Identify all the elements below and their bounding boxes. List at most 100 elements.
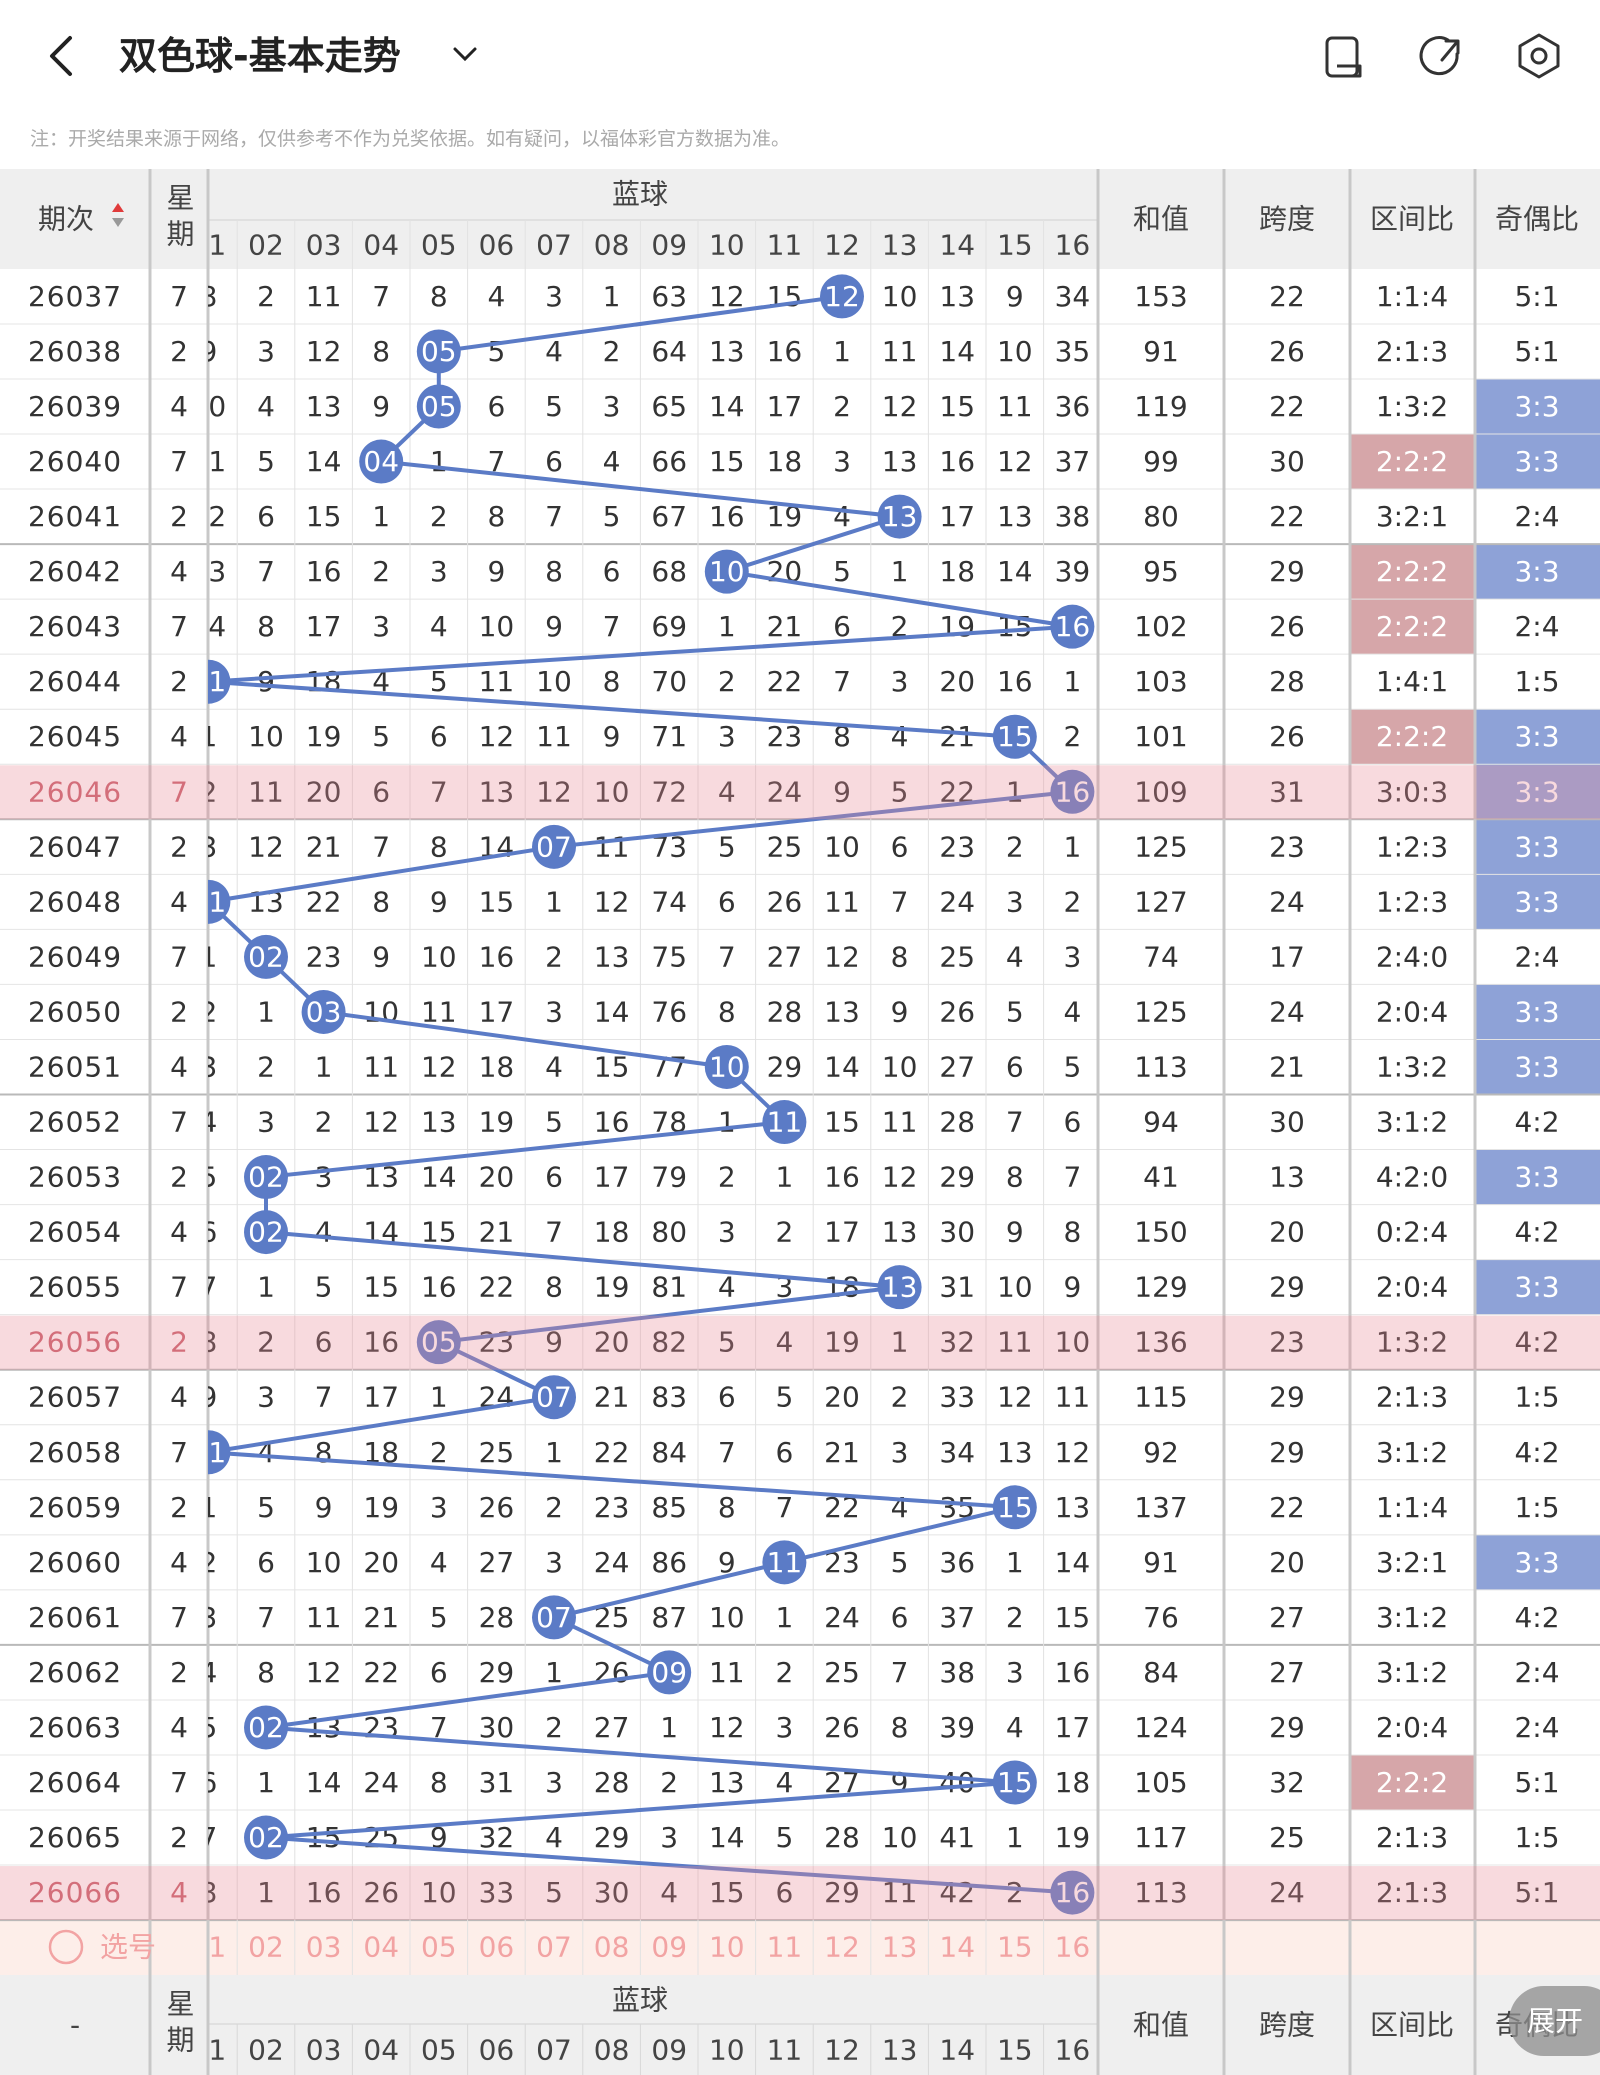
miss-count: 20 — [479, 1161, 515, 1194]
blue-column-label: 03 — [306, 2034, 342, 2067]
blue-ball — [877, 1265, 922, 1310]
period: 26045 — [28, 720, 122, 753]
weekday: 4 — [170, 1216, 188, 1249]
blue-ball-number: 04 — [363, 445, 399, 478]
miss-count: 3 — [430, 1491, 448, 1524]
expand-button[interactable] — [1509, 1986, 1600, 2056]
miss-count: 2 — [257, 280, 275, 313]
miss-count: 9 — [1006, 1216, 1024, 1249]
miss-count: 86 — [651, 1546, 687, 1579]
share-icon-arrow — [1440, 39, 1460, 62]
odd-even-ratio: 2:4 — [1514, 1656, 1559, 1689]
sum: 127 — [1134, 885, 1187, 918]
miss-count: 6 — [372, 775, 390, 808]
miss-count: 5 — [257, 1491, 275, 1524]
miss-count: 10 — [882, 1050, 918, 1083]
zone-ratio: 3:2:1 — [1376, 500, 1448, 533]
blue-column-label: 16 — [1055, 229, 1091, 262]
blue-ball — [244, 1210, 288, 1255]
miss-count: 8 — [430, 1766, 448, 1799]
period: 26058 — [28, 1436, 122, 1469]
odd-even-ratio: 1:5 — [1514, 1821, 1559, 1854]
miss-count: 82 — [651, 1326, 687, 1359]
odd-even-highlight — [1475, 709, 1600, 765]
blue-column-label: 14 — [939, 2034, 975, 2067]
select-number: 10 — [709, 1931, 745, 1964]
zone-ratio: 3:0:3 — [1376, 775, 1448, 808]
miss-count: 13 — [824, 995, 860, 1028]
miss-count: 1 — [199, 1491, 217, 1524]
zone-ratio: 1:3:2 — [1376, 390, 1448, 423]
miss-count: 11 — [997, 390, 1033, 423]
miss-count: 11 — [479, 665, 515, 698]
select-number: 13 — [882, 1931, 918, 1964]
zone-ratio: 1:3:2 — [1376, 1326, 1448, 1359]
weekday: 2 — [170, 500, 188, 533]
span: 22 — [1269, 1491, 1305, 1524]
span: 24 — [1269, 1876, 1305, 1909]
miss-count: 1 — [1063, 665, 1081, 698]
zone-ratio: 2:2:2 — [1376, 720, 1448, 753]
miss-count: 25 — [479, 1436, 515, 1469]
miss-count: 2 — [199, 1546, 217, 1579]
odd-even-ratio: 3:3 — [1514, 1271, 1559, 1304]
odd-even-highlight — [1475, 378, 1600, 435]
miss-count: 13 — [939, 280, 975, 313]
miss-count: 13 — [594, 940, 630, 973]
miss-count: 21 — [594, 1381, 630, 1414]
miss-count: 8 — [199, 1326, 217, 1359]
page-title: 双色球-基本走势 — [119, 34, 401, 78]
blue-ball — [208, 659, 231, 704]
miss-count: 42 — [939, 1876, 975, 1909]
share-icon[interactable] — [1419, 36, 1459, 76]
header-sum: 和值 — [1133, 203, 1189, 236]
blue-ball — [244, 1705, 288, 1750]
sum: 101 — [1134, 720, 1187, 753]
odd-even-ratio: 2:4 — [1514, 610, 1559, 643]
miss-count: 31 — [479, 1766, 515, 1799]
miss-count: 81 — [651, 1271, 687, 1304]
header-span: 跨度 — [1259, 2009, 1315, 2042]
miss-count: 3 — [1063, 940, 1081, 973]
blue-column-label: 10 — [709, 2034, 745, 2067]
miss-count: 15 — [594, 1050, 630, 1083]
miss-count: 1 — [257, 1876, 275, 1909]
miss-count: 8 — [718, 995, 736, 1028]
miss-count: 4 — [1006, 1711, 1024, 1744]
sum: 113 — [1134, 1050, 1187, 1083]
miss-count: 2 — [603, 335, 621, 368]
period: 26057 — [28, 1381, 122, 1414]
zone-ratio: 2:1:3 — [1376, 1821, 1448, 1854]
select-checkbox[interactable] — [48, 1929, 84, 1965]
blue-column-label: 01 — [191, 229, 227, 262]
span: 32 — [1269, 1766, 1305, 1799]
miss-count: 2 — [1006, 1876, 1024, 1909]
sum: 91 — [1143, 335, 1179, 368]
period: 26047 — [28, 830, 122, 863]
weekday: 7 — [170, 940, 188, 973]
zone-ratio: 3:1:2 — [1376, 1656, 1448, 1689]
miss-count: 13 — [191, 555, 227, 588]
sum: 80 — [1143, 500, 1179, 533]
miss-count: 67 — [651, 500, 687, 533]
span: 26 — [1269, 720, 1305, 753]
miss-count: 1 — [1006, 1821, 1024, 1854]
miss-count: 10 — [882, 280, 918, 313]
dropdown-toggle[interactable] — [453, 47, 477, 62]
miss-count: 2 — [718, 665, 736, 698]
back-button[interactable] — [50, 36, 72, 76]
miss-count: 14 — [306, 1766, 342, 1799]
span: 17 — [1269, 940, 1305, 973]
blue-column-label: 06 — [479, 229, 515, 262]
settings-icon[interactable] — [1518, 33, 1560, 79]
miss-count: 15 — [421, 1216, 457, 1249]
blue-ball-number: 07 — [536, 1601, 572, 1634]
blue-column-label: 13 — [882, 2034, 918, 2067]
miss-count: 4 — [199, 1106, 217, 1139]
miss-count: 8 — [315, 1436, 333, 1469]
miss-count: 2 — [833, 390, 851, 423]
span: 21 — [1269, 1050, 1305, 1083]
blue-ball — [704, 1044, 749, 1089]
miss-count: 37 — [939, 1601, 975, 1634]
sum: 124 — [1134, 1711, 1187, 1744]
